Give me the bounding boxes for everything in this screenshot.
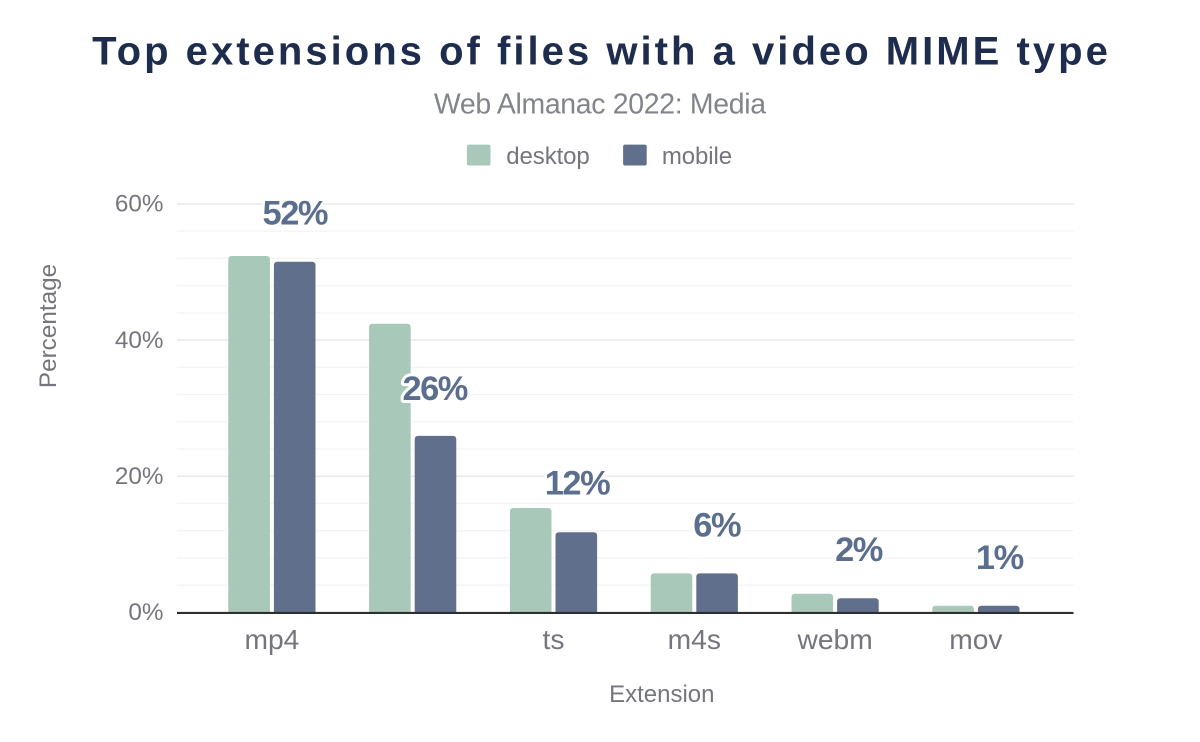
svg-text:2%: 2% bbox=[835, 531, 883, 569]
svg-text:mov: mov bbox=[949, 623, 1002, 655]
svg-text:Top extensions of files with a: Top extensions of files with a video MIM… bbox=[92, 29, 1111, 73]
svg-text:Extension: Extension bbox=[609, 681, 714, 708]
svg-text:0%: 0% bbox=[128, 599, 163, 626]
svg-text:webm: webm bbox=[796, 623, 872, 655]
svg-text:m4s: m4s bbox=[668, 623, 721, 655]
svg-text:Percentage: Percentage bbox=[35, 264, 62, 388]
svg-text:Web Almanac 2022: Media: Web Almanac 2022: Media bbox=[434, 89, 766, 121]
svg-text:60%: 60% bbox=[115, 191, 164, 218]
svg-text:ts: ts bbox=[543, 623, 565, 655]
svg-text:mp4: mp4 bbox=[244, 623, 299, 655]
svg-text:26%: 26% bbox=[402, 370, 467, 408]
svg-text:6%: 6% bbox=[693, 507, 741, 545]
svg-text:40%: 40% bbox=[115, 327, 164, 354]
svg-text:20%: 20% bbox=[115, 463, 164, 490]
svg-text:desktop: desktop bbox=[506, 143, 589, 170]
svg-text:1%: 1% bbox=[976, 539, 1024, 577]
svg-text:52%: 52% bbox=[263, 194, 328, 232]
svg-text:12%: 12% bbox=[545, 465, 610, 503]
svg-text:mobile: mobile bbox=[662, 143, 732, 170]
